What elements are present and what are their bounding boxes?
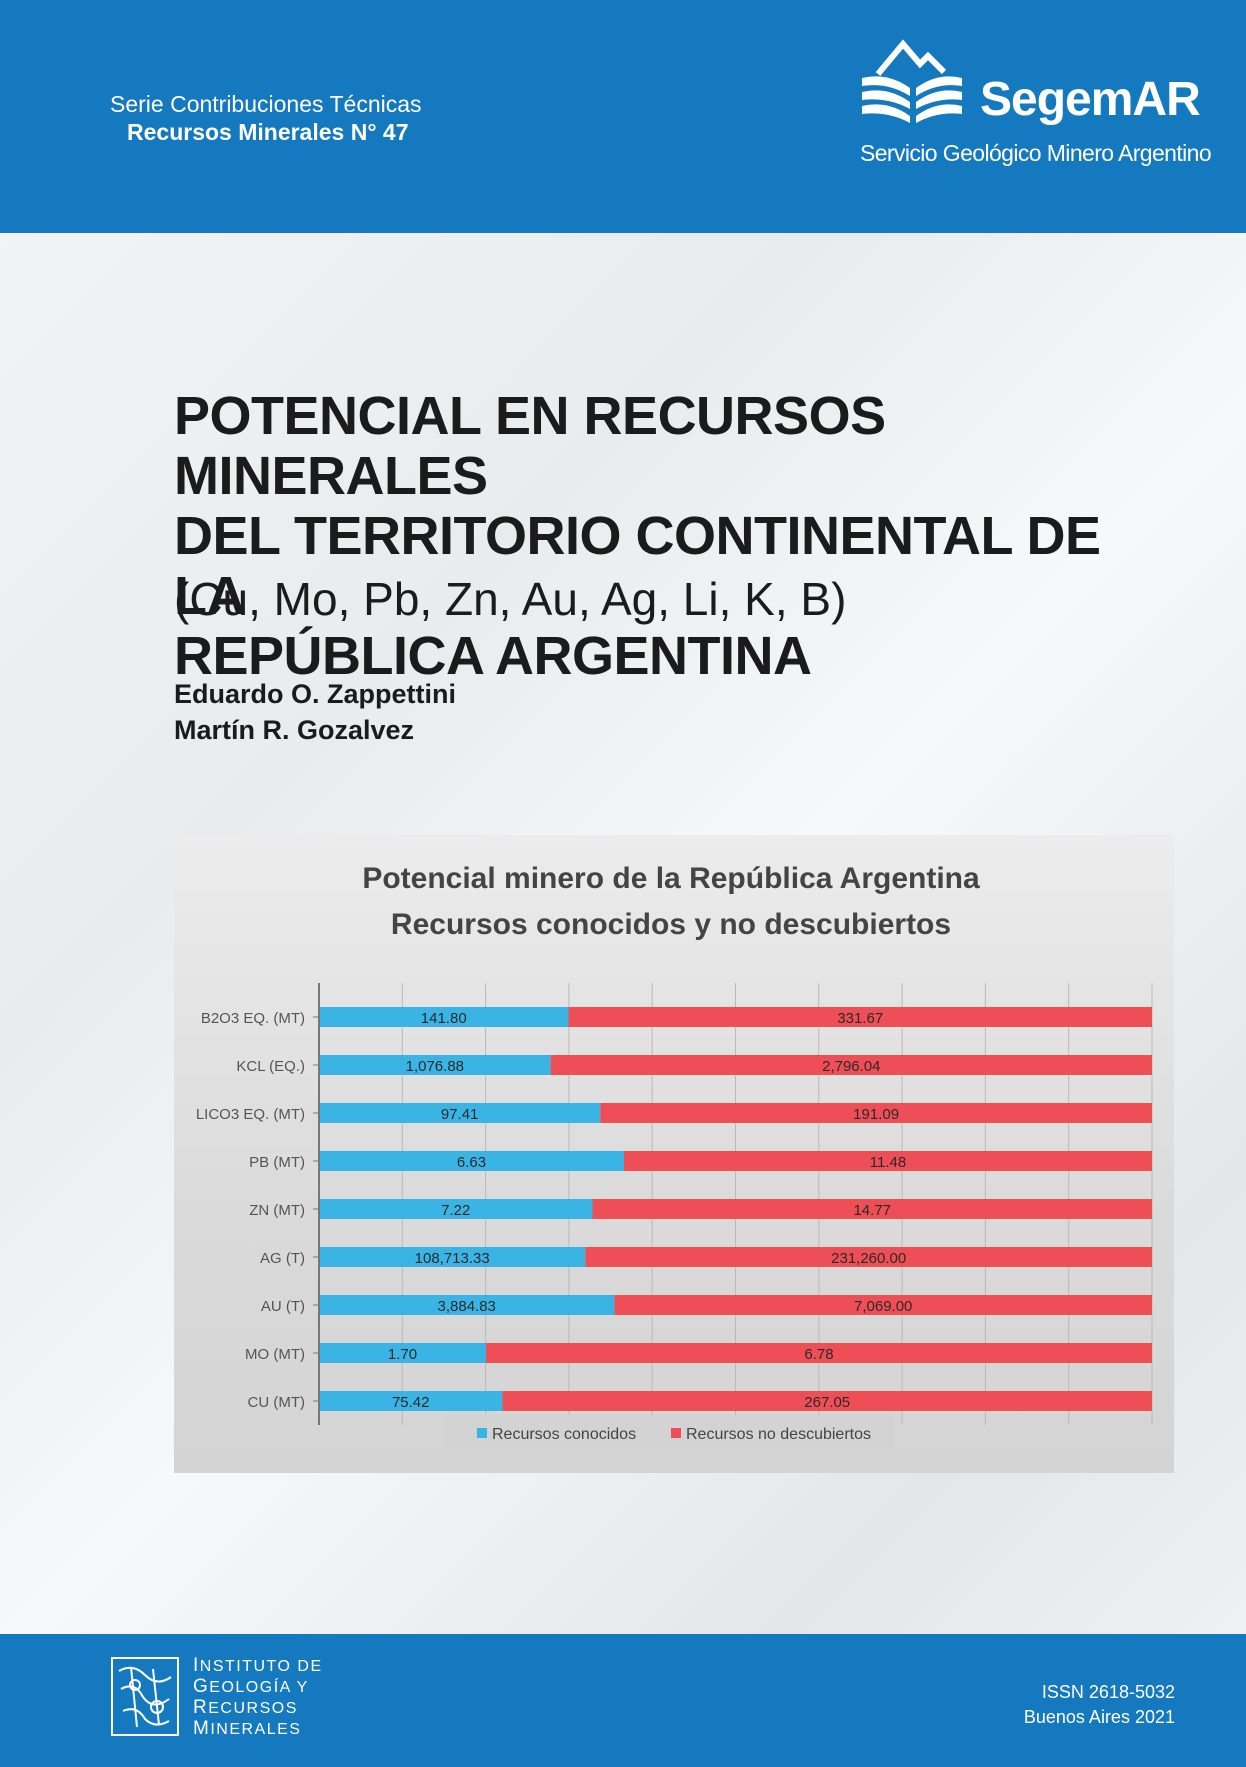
- bar-recursos-no-descubiertos: [550, 1055, 1152, 1075]
- institute-line-2: EOLOGÍA Y: [209, 1679, 309, 1696]
- data-label-no-descubiertos: 331.67: [837, 1010, 883, 1027]
- data-label-no-descubiertos: 14.77: [853, 1202, 891, 1219]
- bar-recursos-conocidos: [320, 1007, 569, 1027]
- category-label: AU (T): [261, 1298, 305, 1315]
- bar-recursos-conocidos: [320, 1247, 586, 1267]
- authors: Eduardo O. Zappettini Martín R. Gozalvez: [174, 676, 456, 748]
- legend-label-conocidos: Recursos conocidos: [492, 1426, 636, 1443]
- stacked-bar-chart: Potencial minero de la República Argenti…: [196, 862, 1153, 1451]
- chart-figure: Potencial minero de la República Argenti…: [174, 835, 1174, 1473]
- data-label-conocidos: 1.70: [388, 1346, 417, 1363]
- chart-title: Potencial minero de la República Argenti…: [362, 862, 980, 895]
- category-label: CU (MT): [248, 1394, 305, 1411]
- engraving-icon: [118, 1666, 172, 1728]
- bar-recursos-conocidos: [320, 1103, 601, 1123]
- data-label-no-descubiertos: 191.09: [853, 1106, 899, 1123]
- title-line-1: POTENCIAL EN RECURSOS MINERALES: [174, 386, 886, 506]
- series-info: Serie Contribuciones Técnicas Recursos M…: [110, 90, 422, 146]
- institute-line-3: ECURSOS: [208, 1700, 298, 1717]
- data-label-no-descubiertos: 6.78: [804, 1346, 833, 1363]
- title-line-3: REPÚBLICA ARGENTINA: [174, 626, 812, 686]
- data-label-conocidos: 108,713.33: [415, 1250, 490, 1267]
- legend-label-no-descubiertos: Recursos no descubiertos: [686, 1426, 871, 1443]
- institute-line-3-cap: R: [193, 1697, 209, 1718]
- data-label-conocidos: 7.22: [441, 1202, 470, 1219]
- bar-recursos-no-descubiertos: [585, 1247, 1152, 1267]
- bar-recursos-conocidos: [320, 1391, 503, 1411]
- bar-recursos-no-descubiertos: [485, 1343, 1152, 1363]
- data-label-conocidos: 3,884.83: [438, 1298, 496, 1315]
- category-label: AG (T): [260, 1250, 305, 1267]
- institute-line-1-cap: I: [193, 1655, 200, 1676]
- institute-logo: [111, 1657, 179, 1736]
- author-1: Eduardo O. Zappettini: [174, 679, 456, 709]
- category-label: LICO3 EQ. (MT): [196, 1106, 305, 1123]
- data-label-conocidos: 1,076.88: [406, 1058, 464, 1075]
- category-label: ZN (MT): [249, 1202, 305, 1219]
- institute-name: INSTITUTO DE GEOLOGÍA Y RECURSOS MINERAL…: [193, 1656, 323, 1740]
- bar-recursos-conocidos: [320, 1199, 593, 1219]
- data-label-no-descubiertos: 267.05: [804, 1394, 850, 1411]
- logo-subtitle: Servicio Geológico Minero Argentino: [860, 140, 1212, 166]
- bar-recursos-conocidos: [320, 1151, 624, 1171]
- bar-recursos-no-descubiertos: [592, 1199, 1152, 1219]
- category-label: MO (MT): [245, 1346, 305, 1363]
- data-label-no-descubiertos: 231,260.00: [831, 1250, 906, 1267]
- author-2: Martín R. Gozalvez: [174, 715, 415, 745]
- legend-box: [444, 1415, 894, 1451]
- bar-recursos-conocidos: [320, 1295, 615, 1315]
- series-name: Serie Contribuciones Técnicas: [110, 91, 422, 117]
- chart-subtitle: Recursos conocidos y no descubiertos: [391, 908, 951, 941]
- bar-recursos-conocidos: [320, 1055, 551, 1075]
- bar-recursos-no-descubiertos: [614, 1295, 1152, 1315]
- bar-recursos-no-descubiertos: [623, 1151, 1152, 1171]
- category-label: PB (MT): [249, 1154, 305, 1171]
- series-number: Recursos Minerales N° 47: [127, 119, 409, 145]
- data-label-conocidos: 75.42: [392, 1394, 430, 1411]
- data-label-no-descubiertos: 11.48: [870, 1154, 906, 1171]
- data-label-no-descubiertos: 7,069.00: [854, 1298, 912, 1315]
- bar-recursos-no-descubiertos: [502, 1391, 1153, 1411]
- bar-recursos-no-descubiertos: [600, 1103, 1152, 1123]
- data-label-conocidos: 141.80: [421, 1010, 467, 1027]
- header-band: Serie Contribuciones Técnicas Recursos M…: [0, 0, 1246, 233]
- data-label-conocidos: 6.63: [457, 1154, 486, 1171]
- category-label: KCL (EQ.): [236, 1058, 305, 1075]
- segemar-logo: SegemAR Servicio Geológico Minero Argent…: [858, 36, 1212, 186]
- institute-line-1: NSTITUTO DE: [199, 1658, 323, 1675]
- logo-name: SegemAR: [980, 73, 1201, 126]
- legend-swatch-conocidos: [477, 1428, 487, 1438]
- institute-line-4: INERALES: [210, 1721, 302, 1738]
- document-subtitle: (Cu, Mo, Pb, Zn, Au, Ag, Li, K, B): [174, 573, 847, 625]
- legend-swatch-no-descubiertos: [671, 1428, 681, 1438]
- place-year: Buenos Aires 2021: [1023, 1707, 1175, 1727]
- category-label: B2O3 EQ. (MT): [201, 1010, 305, 1027]
- footer-band: [0, 1634, 1246, 1767]
- issn: ISSN 2618-5032: [1041, 1682, 1175, 1702]
- title-line-2: DEL TERRITORIO CONTINENTAL DE LA: [174, 506, 1101, 626]
- institute-line-2-cap: G: [193, 1676, 210, 1697]
- data-label-no-descubiertos: 2,796.04: [822, 1058, 880, 1075]
- bar-recursos-no-descubiertos: [568, 1007, 1152, 1027]
- bar-recursos-conocidos: [320, 1343, 486, 1363]
- publication-info: ISSN 2618-5032 Buenos Aires 2021: [1024, 1680, 1175, 1730]
- open-book-mountain-icon: [862, 39, 962, 123]
- data-label-conocidos: 97.41: [441, 1106, 479, 1123]
- document-title: POTENCIAL EN RECURSOS MINERALES DEL TERR…: [174, 386, 1174, 686]
- institute-line-4-cap: M: [193, 1718, 211, 1739]
